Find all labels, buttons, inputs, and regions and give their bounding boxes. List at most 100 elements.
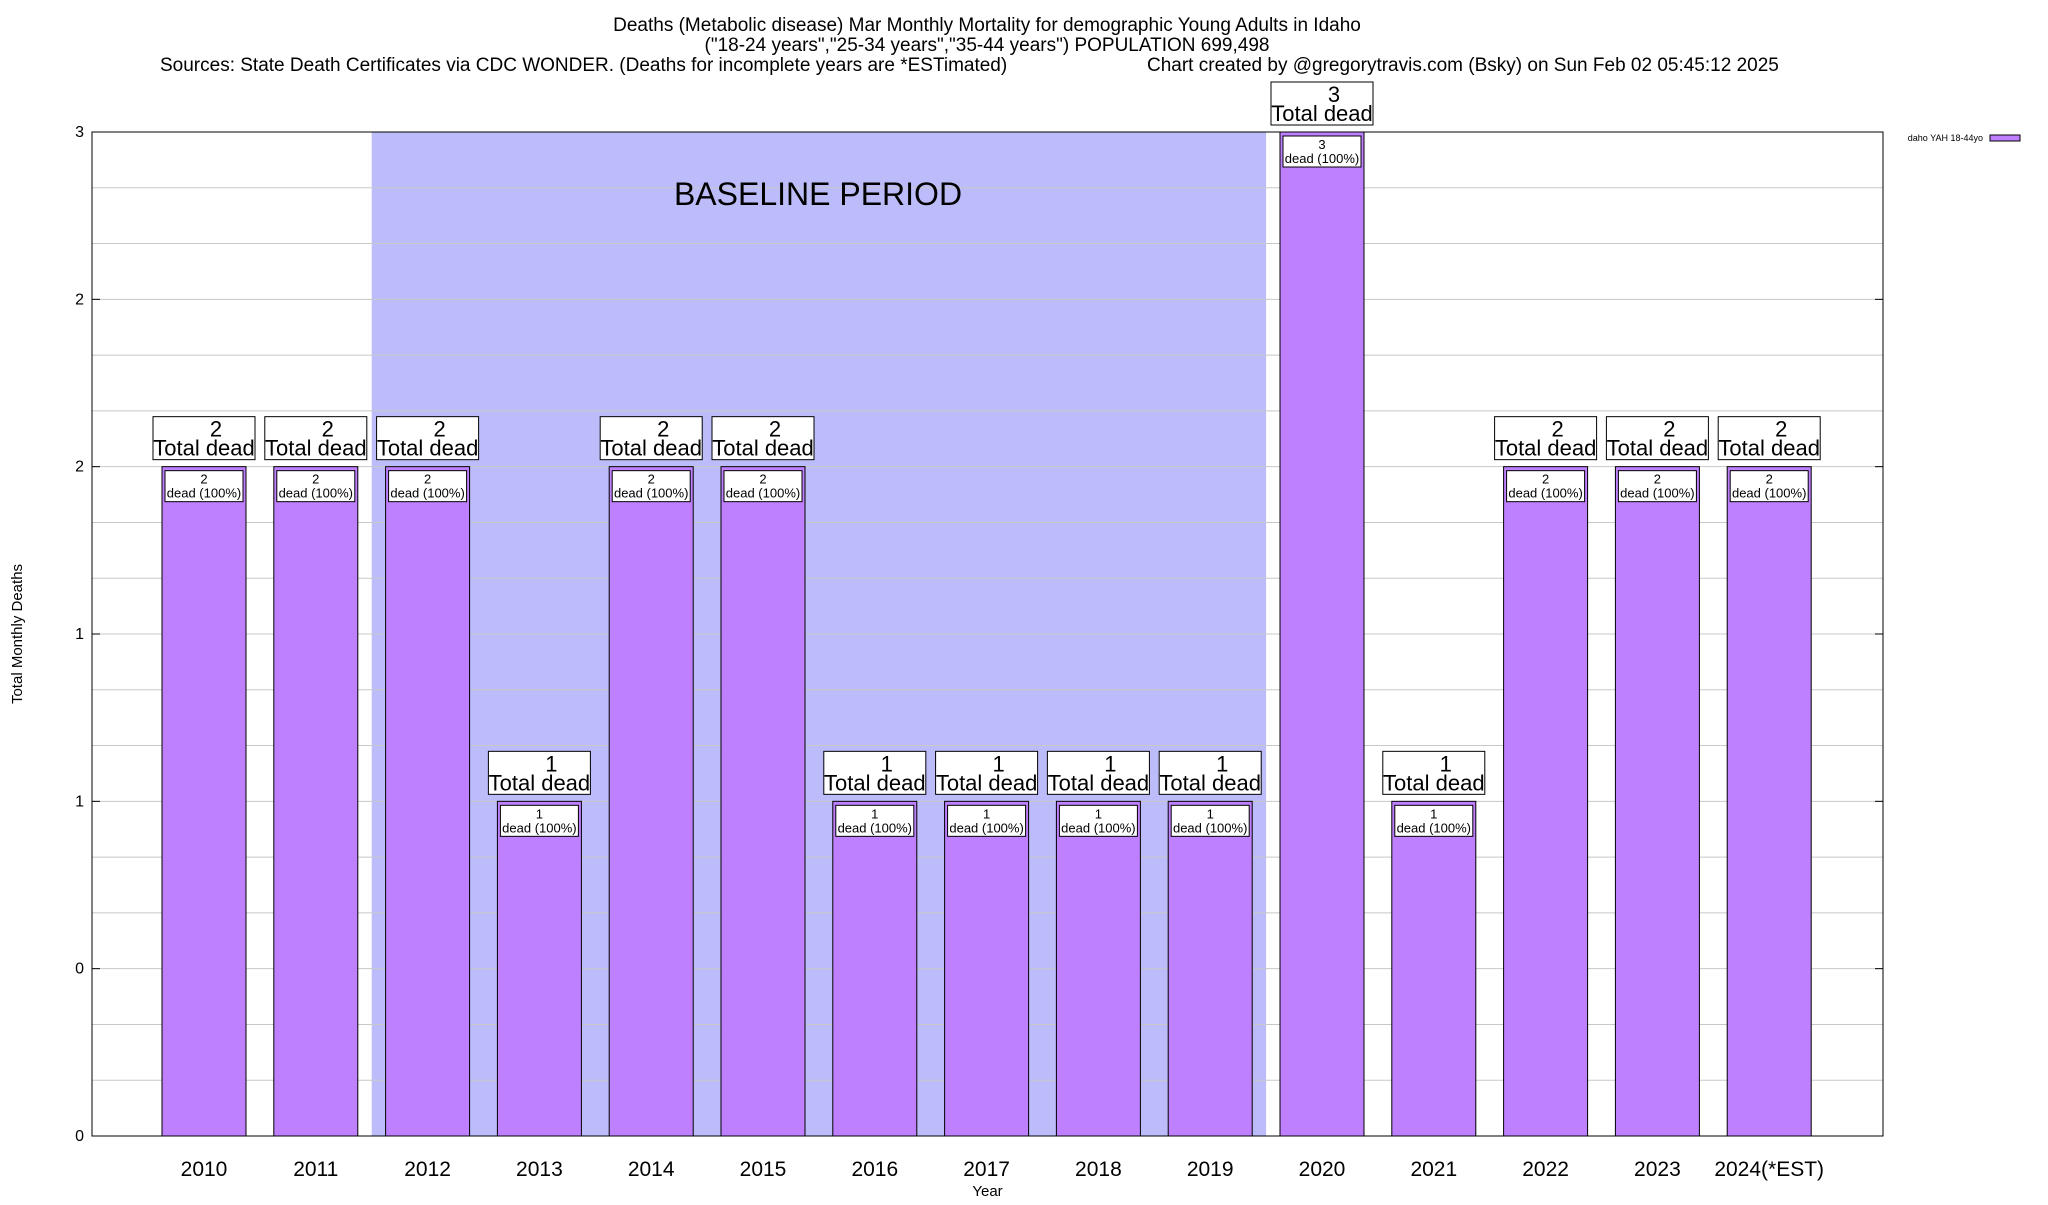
bar-total-label-box <box>1494 416 1598 461</box>
bar-total-suffix-label: Total dead <box>1159 770 1261 795</box>
bar-inner-label-box <box>1617 470 1697 503</box>
bar <box>273 466 359 1137</box>
bar-total-label-box <box>152 416 256 461</box>
bar-inner-label-box <box>611 470 691 503</box>
bar-inner-suffix-label: dead (100%) <box>390 486 464 501</box>
y-axis-label: Total Monthly Deaths <box>9 564 26 704</box>
y-tick-label: 2 <box>75 459 84 476</box>
bar-inner-suffix-label: dead (100%) <box>726 486 800 501</box>
y-tick-label: 0 <box>75 961 84 978</box>
x-tick-label: 2017 <box>963 1158 1010 1181</box>
bar-total-label-box <box>823 750 927 795</box>
x-tick-label: 2015 <box>740 1158 787 1181</box>
bar-total-label-box <box>599 416 703 461</box>
bar <box>832 800 918 1137</box>
bar-inner-suffix-label: dead (100%) <box>1397 820 1471 835</box>
bar-total-value-label: 2 <box>1663 417 1675 442</box>
bar-inner-value-label: 2 <box>648 472 655 487</box>
bar-total-value-label: 2 <box>322 417 334 442</box>
bar-total-value-label: 2 <box>1775 417 1787 442</box>
bar-total-suffix-label: Total dead <box>712 436 814 461</box>
bar <box>1726 466 1812 1137</box>
bar-total-label-box <box>935 750 1039 795</box>
bar-inner-label-box <box>1282 135 1362 168</box>
bar-inner-suffix-label: dead (100%) <box>167 486 241 501</box>
bar-inner-label-box <box>388 470 468 503</box>
y-tick-label: 0 <box>75 1128 84 1145</box>
bar-total-label-box <box>1158 750 1262 795</box>
bar-total-suffix-label: Total dead <box>1048 770 1150 795</box>
bar-inner-suffix-label: dead (100%) <box>502 820 576 835</box>
bar-inner-suffix-label: dead (100%) <box>1061 820 1135 835</box>
bar-total-value-label: 1 <box>992 751 1004 776</box>
bar-total-value-label: 2 <box>433 417 445 442</box>
bar-inner-suffix-label: dead (100%) <box>1173 820 1247 835</box>
bar-inner-label-box <box>1058 804 1138 837</box>
bar-inner-label-box <box>164 470 244 503</box>
bar <box>1614 466 1700 1137</box>
bar-total-suffix-label: Total dead <box>265 436 367 461</box>
bar-inner-suffix-label: dead (100%) <box>949 820 1023 835</box>
bar-total-value-label: 2 <box>210 417 222 442</box>
bar-inner-value-label: 1 <box>871 806 878 821</box>
bar-total-value-label: 1 <box>1216 751 1228 776</box>
bar-inner-value-label: 2 <box>1654 472 1661 487</box>
bar-inner-value-label: 2 <box>312 472 319 487</box>
x-tick-label: 2013 <box>516 1158 563 1181</box>
bar-inner-suffix-label: dead (100%) <box>1732 486 1806 501</box>
bar-total-suffix-label: Total dead <box>1383 770 1485 795</box>
bar-inner-label-box <box>1394 804 1474 837</box>
bar <box>1167 800 1253 1137</box>
bar-inner-label-box <box>276 470 356 503</box>
bar <box>385 466 471 1137</box>
x-tick-label: 2024(*EST) <box>1714 1158 1824 1181</box>
bar-inner-value-label: 1 <box>1207 806 1214 821</box>
bar-inner-value-label: 3 <box>1318 137 1325 152</box>
bar-total-suffix-label: Total dead <box>377 436 479 461</box>
chart-title-line2: ("18-24 years","25-34 years","35-44 year… <box>705 35 1270 56</box>
bar-total-value-label: 3 <box>1328 82 1340 107</box>
bar-total-suffix-label: Total dead <box>1271 101 1373 126</box>
bar-total-value-label: 1 <box>881 751 893 776</box>
bar-total-label-box <box>376 416 480 461</box>
bar-inner-label-box <box>1729 470 1809 503</box>
bar-total-value-label: 2 <box>1551 417 1563 442</box>
legend-entry-label: daho YAH 18-44yo <box>1908 133 1983 143</box>
bar-total-suffix-label: Total dead <box>1718 436 1820 461</box>
bar-inner-value-label: 2 <box>200 472 207 487</box>
bar-total-label-box <box>1046 750 1150 795</box>
bar-inner-value-label: 2 <box>1542 472 1549 487</box>
bar-total-label-box <box>711 416 815 461</box>
bar-total-suffix-label: Total dead <box>1607 436 1709 461</box>
bar-total-suffix-label: Total dead <box>824 770 926 795</box>
x-tick-label: 2018 <box>1075 1158 1122 1181</box>
y-tick-label: 3 <box>75 124 84 141</box>
bar-total-label-box <box>1270 81 1374 126</box>
bar-total-label-box <box>487 750 591 795</box>
x-tick-label: 2021 <box>1410 1158 1457 1181</box>
bar-total-suffix-label: Total dead <box>1495 436 1597 461</box>
bar <box>496 800 582 1137</box>
bar-total-suffix-label: Total dead <box>153 436 255 461</box>
x-tick-label: 2020 <box>1299 1158 1346 1181</box>
x-tick-label: 2016 <box>851 1158 898 1181</box>
bar <box>1503 466 1589 1137</box>
x-tick-label: 2019 <box>1187 1158 1234 1181</box>
y-tick-label: 1 <box>75 793 84 810</box>
bar-total-value-label: 1 <box>1440 751 1452 776</box>
legend-swatch <box>1989 134 2021 142</box>
bar-inner-label-box <box>947 804 1027 837</box>
bar-inner-value-label: 2 <box>1766 472 1773 487</box>
baseline-period-label: BASELINE PERIOD <box>674 176 962 212</box>
chart-title-line1: Deaths (Metabolic disease) Mar Monthly M… <box>613 15 1361 36</box>
bar <box>1391 800 1477 1137</box>
bar <box>720 466 806 1137</box>
bar-total-value-label: 2 <box>769 417 781 442</box>
bar-inner-suffix-label: dead (100%) <box>1620 486 1694 501</box>
x-tick-label: 2012 <box>404 1158 451 1181</box>
bar <box>944 800 1030 1137</box>
bar-total-value-label: 1 <box>545 751 557 776</box>
bar-inner-value-label: 1 <box>983 806 990 821</box>
bar-inner-value-label: 2 <box>759 472 766 487</box>
